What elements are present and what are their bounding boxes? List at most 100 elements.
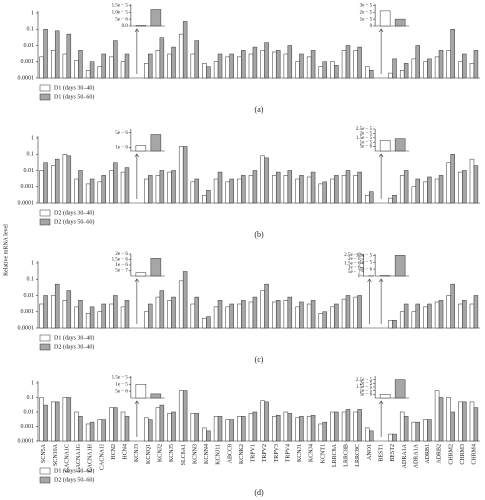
inset-bar xyxy=(150,393,162,399)
bar xyxy=(155,175,161,204)
bar xyxy=(438,175,444,204)
bar xyxy=(260,50,265,79)
bar xyxy=(85,313,91,329)
inset-tick-label: 1e − 6 xyxy=(115,263,128,268)
bar xyxy=(66,155,72,204)
inset-arrow xyxy=(367,278,372,324)
bar xyxy=(43,29,48,79)
y-tick-label: 0.0001 xyxy=(18,325,35,331)
bar xyxy=(392,433,397,442)
bar xyxy=(275,171,281,204)
bar xyxy=(217,53,223,79)
bar xyxy=(341,50,347,79)
bar xyxy=(462,401,467,442)
legend-swatch xyxy=(39,476,51,484)
bar xyxy=(341,175,347,204)
inset-bar xyxy=(379,394,391,399)
bar xyxy=(299,416,304,442)
y-tick-label: 0.001 xyxy=(21,309,35,315)
bar xyxy=(283,411,289,442)
bar xyxy=(334,175,339,204)
bar xyxy=(403,416,409,442)
inset-tick-label: 1e − 5 xyxy=(360,389,373,394)
legend-label: D2 (days 30–40) xyxy=(54,343,94,350)
bar xyxy=(213,416,219,442)
legend-label: D1 (days 30–40) xyxy=(54,84,94,91)
bar xyxy=(272,416,277,442)
bar xyxy=(415,421,420,442)
bar xyxy=(85,183,91,204)
x-tick-label: BEST2 xyxy=(390,444,396,462)
legend-label: D1 (days 50–60) xyxy=(54,93,94,100)
inset-bar xyxy=(150,9,162,27)
bar xyxy=(241,300,246,329)
bar xyxy=(399,175,405,204)
bar xyxy=(237,56,242,79)
y-tick-label: 0.01 xyxy=(24,293,35,299)
bar xyxy=(450,154,455,204)
inset-bar xyxy=(135,272,147,277)
bar xyxy=(51,165,56,204)
inset-tick-label: 1.5e − 5 xyxy=(356,254,373,259)
bar xyxy=(318,313,323,329)
bar xyxy=(411,421,417,442)
bar xyxy=(237,416,242,442)
bar xyxy=(97,419,102,442)
bar xyxy=(248,413,254,442)
bar xyxy=(318,183,323,204)
x-tick-label: TRPV4 xyxy=(285,444,291,462)
bar xyxy=(62,53,68,79)
bar xyxy=(124,167,130,204)
y-tick-label: 0.01 xyxy=(24,168,35,174)
inset-tick-label: 5e − 7 xyxy=(348,270,361,275)
bar xyxy=(275,300,281,329)
bar xyxy=(78,170,83,204)
bar xyxy=(272,301,277,329)
bar xyxy=(469,401,475,442)
x-tick-label: KCNQ1 xyxy=(146,444,152,464)
bar xyxy=(144,63,149,79)
bar xyxy=(178,146,184,204)
y-tick-label: 1 xyxy=(31,135,34,141)
x-tick-label: KCNJ4 xyxy=(309,444,315,462)
bar xyxy=(353,175,358,204)
bar xyxy=(74,411,79,442)
bar xyxy=(39,56,44,79)
inset-arrow xyxy=(378,28,384,74)
bar xyxy=(438,50,444,79)
x-tick-label: SCN5A xyxy=(41,443,47,463)
legend-swatch xyxy=(39,343,51,351)
bar xyxy=(330,61,335,79)
bar xyxy=(353,296,358,329)
bar xyxy=(427,58,432,79)
y-tick-label: 0.1 xyxy=(27,27,35,33)
inset-arrow xyxy=(134,153,140,199)
x-tick-label: LRRC8C xyxy=(355,444,361,467)
bar xyxy=(322,181,327,204)
bar xyxy=(357,295,362,329)
bar xyxy=(427,176,432,204)
inset-tick-label: 2e − 6 xyxy=(115,252,128,257)
bar xyxy=(434,56,440,79)
inset-bar xyxy=(135,384,147,399)
bar xyxy=(155,50,161,79)
x-tick-label: ANO1 xyxy=(367,444,373,460)
bar xyxy=(450,411,455,442)
bar xyxy=(229,303,234,329)
bar xyxy=(252,296,258,329)
bar xyxy=(423,419,428,442)
x-tick-label: CHRM3 xyxy=(460,444,466,465)
bar xyxy=(306,416,312,442)
bar xyxy=(399,311,405,329)
bar xyxy=(388,72,393,79)
bar xyxy=(415,45,420,79)
bar xyxy=(229,53,234,79)
bar xyxy=(287,45,293,79)
bar xyxy=(225,419,230,442)
inset-tick-label: 2e − 5 xyxy=(360,132,373,137)
bar xyxy=(109,170,114,204)
inset-bar xyxy=(379,140,391,152)
bar xyxy=(237,178,242,204)
legend-label: D1 (days 50–60) xyxy=(54,467,94,474)
bar xyxy=(334,303,339,329)
